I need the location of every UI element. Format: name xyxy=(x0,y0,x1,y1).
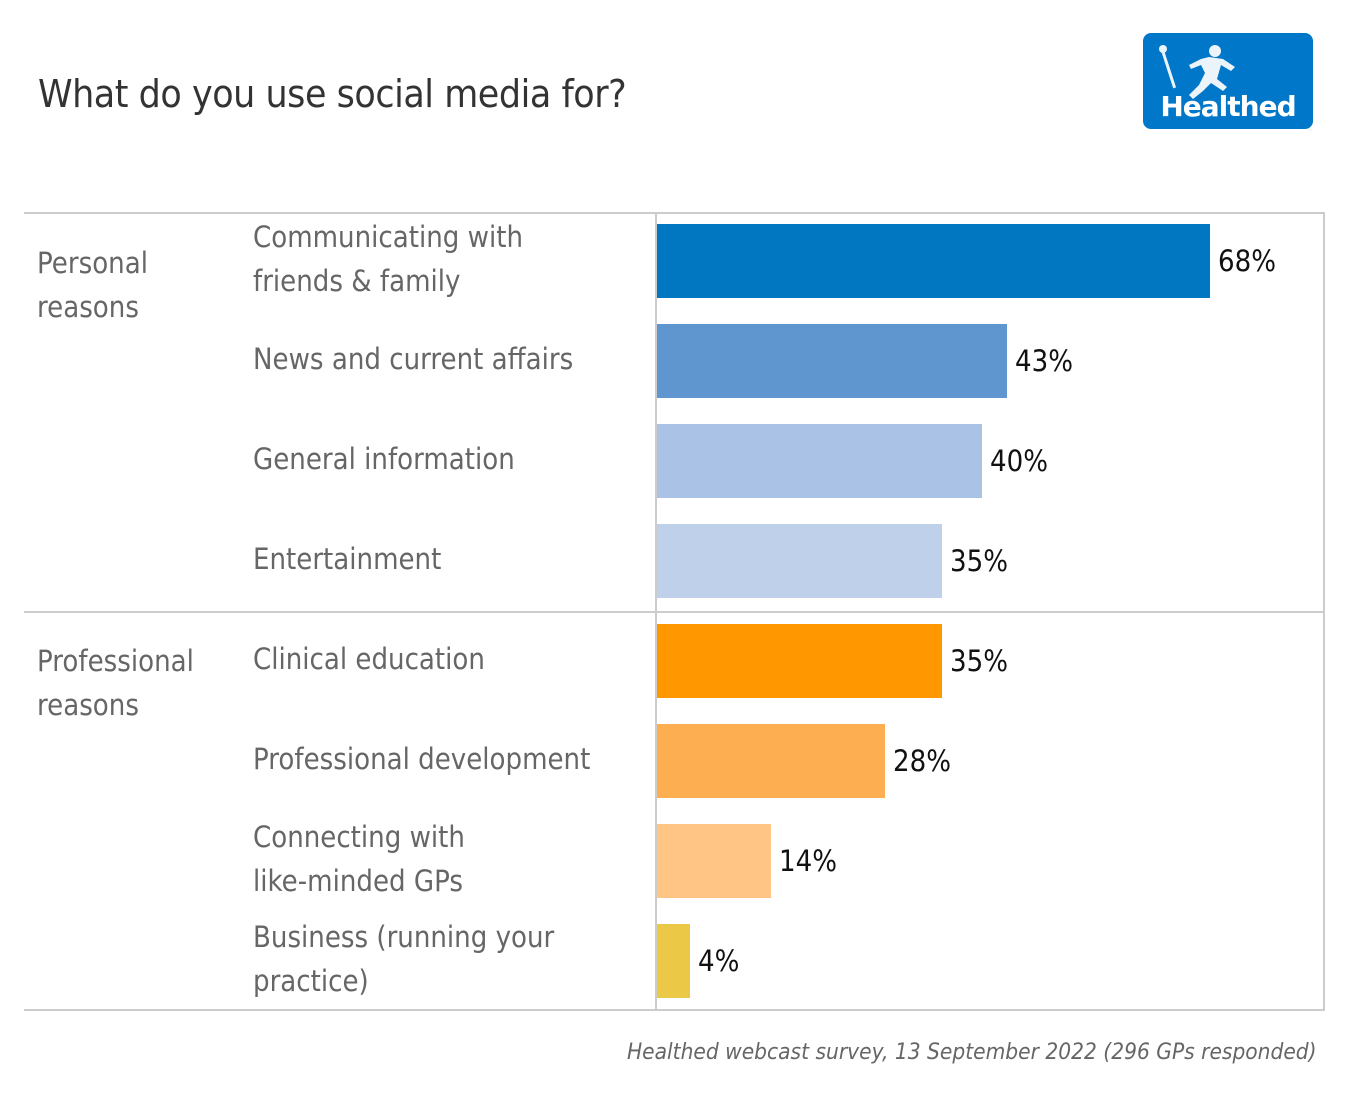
bar-value-label: 28% xyxy=(893,744,952,778)
bar xyxy=(657,624,942,698)
category-label: Professional development xyxy=(253,742,591,776)
bar xyxy=(657,424,982,498)
category-label: Business (running your practice) xyxy=(253,920,555,998)
axis-left-line xyxy=(655,212,657,1011)
group-label-line: Personal xyxy=(37,246,148,280)
bar xyxy=(657,524,942,598)
category-label: Connecting with like-minded GPs xyxy=(253,820,465,898)
category-label: Entertainment xyxy=(253,542,442,576)
runner-figure-icon xyxy=(1159,45,1235,99)
group-label-line: Professional xyxy=(37,644,194,678)
bar xyxy=(657,824,771,898)
category-label: General information xyxy=(253,442,515,476)
group-divider-line xyxy=(24,611,1325,613)
category-label: Communicating with friends & family xyxy=(253,220,523,298)
group-label-personal: Personal reasons xyxy=(37,241,148,329)
bar-value-label: 40% xyxy=(990,444,1049,478)
bar-value-label: 68% xyxy=(1218,244,1277,278)
group-label-professional: Professional reasons xyxy=(37,639,194,727)
bar-value-label: 4% xyxy=(698,944,740,978)
group-label-line: reasons xyxy=(37,290,139,324)
bar xyxy=(657,324,1007,398)
bar-value-label: 43% xyxy=(1015,344,1074,378)
frame-top-line xyxy=(24,212,1325,214)
bar-value-label: 35% xyxy=(950,544,1009,578)
group-label-line: reasons xyxy=(37,688,139,722)
frame-bottom-line xyxy=(24,1009,1325,1011)
bar-value-label: 35% xyxy=(950,644,1009,678)
logo-text: Healthed xyxy=(1160,90,1296,123)
bar xyxy=(657,224,1210,298)
bar-value-label: 14% xyxy=(779,844,838,878)
bar xyxy=(657,924,690,998)
category-label: News and current affairs xyxy=(253,342,574,376)
bar xyxy=(657,724,885,798)
category-label: Clinical education xyxy=(253,642,485,676)
healthed-logo: Healthed xyxy=(1143,33,1313,129)
source-note: Healthed webcast survey, 13 September 20… xyxy=(627,1040,1317,1065)
frame-right-line xyxy=(1323,212,1325,1011)
chart-title: What do you use social media for? xyxy=(38,72,627,116)
